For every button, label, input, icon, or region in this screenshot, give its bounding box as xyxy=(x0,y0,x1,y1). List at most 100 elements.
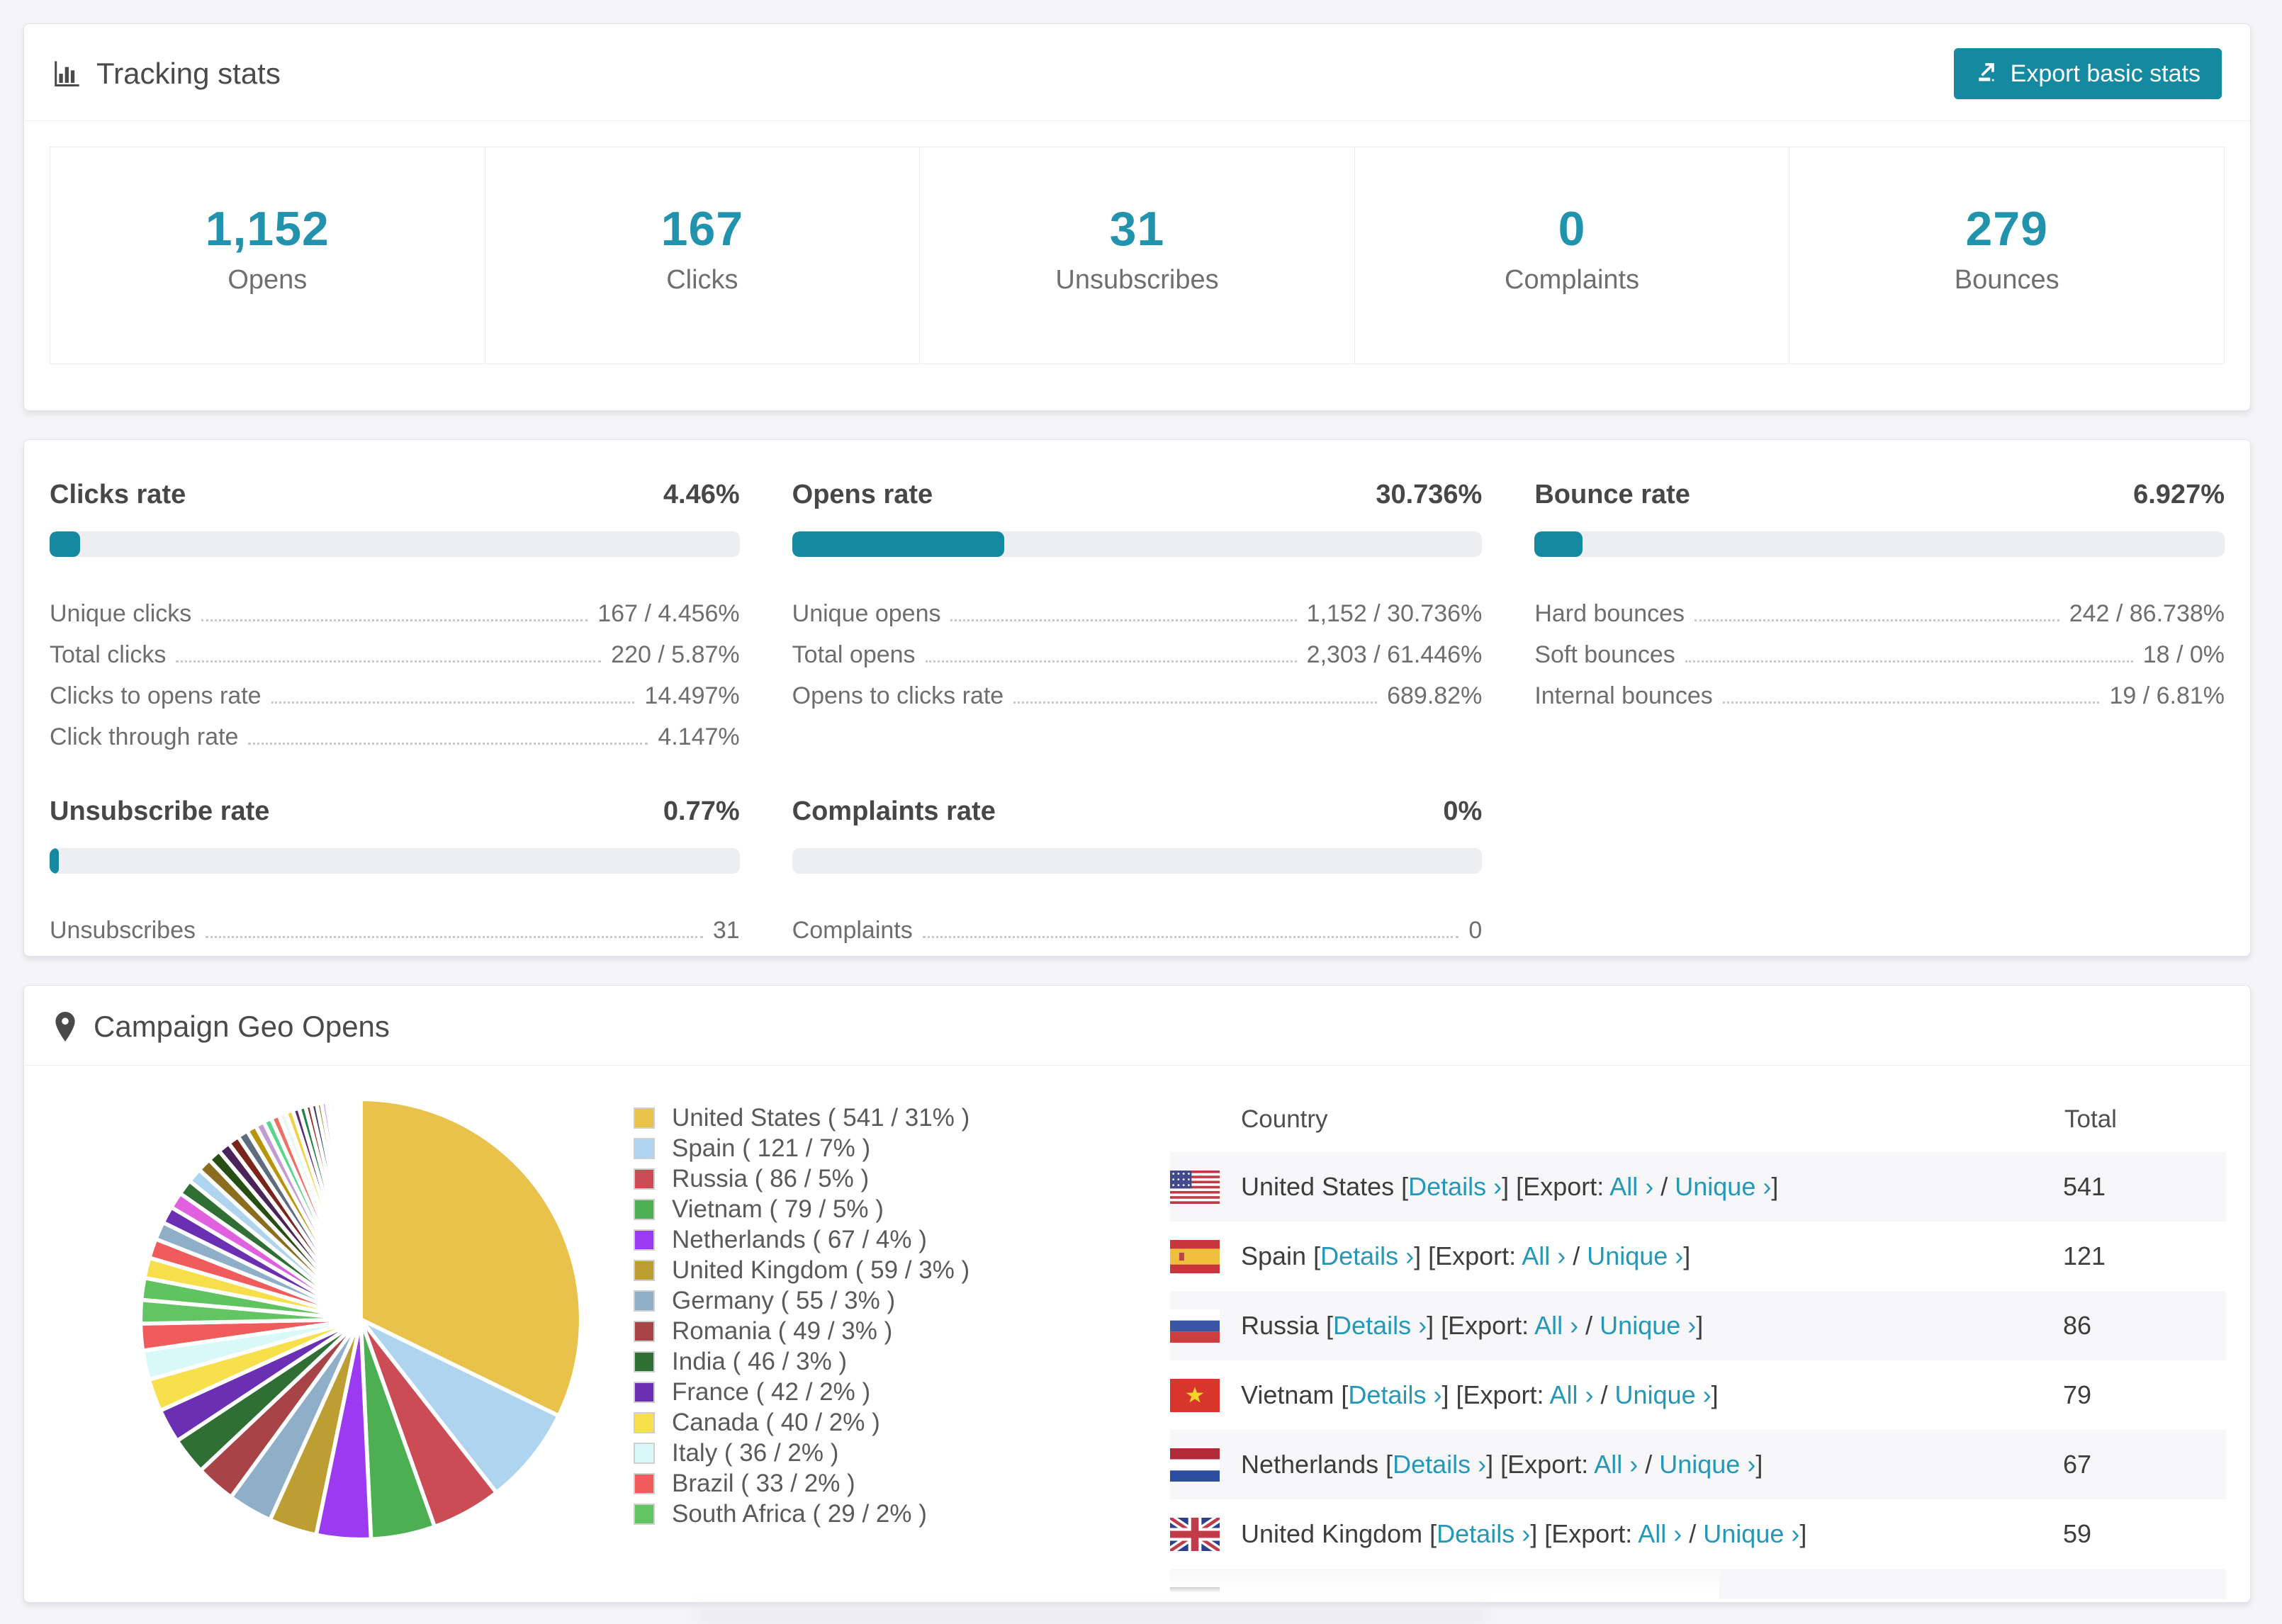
bracket-close-text: ] xyxy=(1683,1241,1691,1270)
legend-label: Spain ( 121 / 7% ) xyxy=(672,1134,871,1162)
total-column-header: Total xyxy=(2064,1105,2117,1133)
legend-label: Canada ( 40 / 2% ) xyxy=(672,1408,880,1436)
stat-value: 167 xyxy=(661,202,744,256)
stat-row-label: Complaints xyxy=(792,917,913,944)
export-all-link[interactable]: All › xyxy=(1522,1241,1566,1270)
country-cell: United Kingdom [Details ›] [Export: All … xyxy=(1241,1519,1806,1549)
bracket-text: ] [Export: xyxy=(1530,1519,1639,1548)
export-unique-link[interactable]: Unique › xyxy=(1659,1450,1756,1479)
country-cell: United States [Details ›] [Export: All ›… xyxy=(1241,1172,1778,1202)
rate-value: 4.46% xyxy=(663,480,740,509)
stat-box-complaints: 0 Complaints xyxy=(1354,147,1789,363)
geo-table: Country Total United States [Details ›] … xyxy=(1170,1087,2226,1599)
details-link[interactable]: Details › xyxy=(1348,1380,1442,1409)
rate-title: Complaints rate xyxy=(792,796,996,826)
dotted-leader xyxy=(1694,619,2059,621)
stat-row-value: 19 / 6.81% xyxy=(2109,682,2225,709)
export-unique-link[interactable]: Unique › xyxy=(1614,1380,1712,1409)
bracket-close-text: ] xyxy=(1755,1450,1763,1479)
legend-item-france: France ( 42 / 2% ) xyxy=(634,1377,1045,1407)
export-unique-link[interactable]: Unique › xyxy=(1587,1241,1684,1270)
table-row-russia: Russia [Details ›] [Export: All › / Uniq… xyxy=(1170,1291,2226,1360)
rate-rows: Complaints 0 xyxy=(792,903,1483,944)
country-cell: Russia [Details ›] [Export: All › / Uniq… xyxy=(1241,1311,1703,1341)
stat-row-value: 0 xyxy=(1468,917,1483,944)
stat-row-label: Click through rate xyxy=(50,723,239,750)
stat-row-click-through-rate: Click through rate 4.147% xyxy=(50,710,740,751)
legend-item-vietnam: Vietnam ( 79 / 5% ) xyxy=(634,1194,1045,1224)
rate-progress-fill xyxy=(50,531,81,557)
country-name: Spain [ xyxy=(1241,1241,1321,1270)
legend-item-italy: Italy ( 36 / 2% ) xyxy=(634,1438,1045,1468)
map-pin-icon xyxy=(52,1011,78,1042)
export-all-link[interactable]: All › xyxy=(1534,1311,1579,1340)
dotted-leader xyxy=(248,743,648,745)
table-row-vietnam: Vietnam [Details ›] [Export: All › / Uni… xyxy=(1170,1360,2226,1430)
table-row-united-kingdom: United Kingdom [Details ›] [Export: All … xyxy=(1170,1499,2226,1569)
tracking-stats-card: Tracking stats Export basic stats 1,152 O… xyxy=(23,23,2251,411)
stat-row-value: 167 / 4.456% xyxy=(597,600,740,627)
details-link[interactable]: Details › xyxy=(1437,1519,1531,1548)
legend-swatch xyxy=(634,1411,655,1433)
details-link[interactable]: Details › xyxy=(1408,1172,1502,1201)
rate-rows: Unsubscribes 31 xyxy=(50,903,740,944)
stat-row-label: Unique clicks xyxy=(50,600,192,627)
export-unique-link[interactable]: Unique › xyxy=(1675,1172,1772,1201)
legend-swatch xyxy=(634,1442,655,1464)
legend-swatch xyxy=(634,1229,655,1251)
slash-text: / xyxy=(1566,1241,1587,1270)
pie-slice-spain xyxy=(359,1317,561,1495)
stat-row-label: Opens to clicks rate xyxy=(792,682,1004,709)
geo-table-header: Country Total xyxy=(1170,1087,2226,1152)
stat-row-value: 18 / 0% xyxy=(2142,641,2225,668)
dotted-leader xyxy=(176,660,602,662)
details-link[interactable]: Details › xyxy=(1393,1450,1487,1479)
legend-label: Germany ( 55 / 3% ) xyxy=(672,1286,896,1314)
legend-label: India ( 46 / 3% ) xyxy=(672,1347,848,1375)
stat-box-clicks: 167 Clicks xyxy=(484,147,920,363)
rate-value: 6.927% xyxy=(2133,480,2225,509)
rate-progress-bar xyxy=(50,848,740,874)
country-name: Vietnam [ xyxy=(1241,1380,1349,1409)
stat-row-unsubscribes: Unsubscribes 31 xyxy=(50,903,740,944)
stat-label: Complaints xyxy=(1505,265,1640,295)
pie-svg xyxy=(138,1097,583,1542)
stat-label: Opens xyxy=(227,265,308,295)
details-link[interactable]: Details › xyxy=(1333,1311,1427,1340)
geo-content: United States ( 541 / 31% ) Spain ( 121 /… xyxy=(24,1066,2250,1599)
export-all-link[interactable]: All › xyxy=(1638,1519,1682,1548)
legend-swatch xyxy=(634,1290,655,1312)
stat-row-value: 14.497% xyxy=(644,682,740,709)
dotted-leader xyxy=(1722,701,2100,704)
rate-value: 0% xyxy=(1443,796,1483,826)
country-name: Netherlands [ xyxy=(1241,1450,1393,1479)
details-link[interactable]: Details › xyxy=(1320,1241,1415,1270)
flag-vn-icon xyxy=(1170,1378,1220,1412)
country-cell: Vietnam [Details ›] [Export: All › / Uni… xyxy=(1241,1380,1719,1410)
export-unique-link[interactable]: Unique › xyxy=(1703,1519,1800,1548)
stat-row-complaints: Complaints 0 xyxy=(792,903,1483,944)
slash-text: / xyxy=(1653,1172,1675,1201)
export-icon xyxy=(1975,59,1999,89)
stat-row-hard-bounces: Hard bounces 242 / 86.738% xyxy=(1534,587,2225,628)
stat-box-bounces: 279 Bounces xyxy=(1789,147,2224,363)
rate-block-bounce-rate: Bounce rate 6.927% Hard bounces 242 / 86.73… xyxy=(1534,480,2225,710)
stat-row-clicks-to-opens-rate: Clicks to opens rate 14.497% xyxy=(50,669,740,710)
rate-title-row: Opens rate 30.736% xyxy=(792,480,1483,510)
rates-grid: Clicks rate 4.46% Unique clicks 167 / 4.456… xyxy=(24,440,2250,994)
legend-label: Brazil ( 33 / 2% ) xyxy=(672,1469,855,1497)
legend-item-brazil: Brazil ( 33 / 2% ) xyxy=(634,1468,1045,1499)
stat-row-unique-clicks: Unique clicks 167 / 4.456% xyxy=(50,587,740,628)
rate-title-row: Complaints rate 0% xyxy=(792,796,1483,827)
flag-gb-icon xyxy=(1170,1517,1220,1551)
total-cell: 79 xyxy=(2063,1380,2092,1409)
dotted-leader xyxy=(271,701,635,704)
legend-label: Romania ( 49 / 3% ) xyxy=(672,1316,893,1345)
export-all-link[interactable]: All › xyxy=(1549,1380,1594,1409)
export-all-link[interactable]: All › xyxy=(1594,1450,1639,1479)
legend-item-india: India ( 46 / 3% ) xyxy=(634,1346,1045,1377)
export-basic-stats-button[interactable]: Export basic stats xyxy=(1953,48,2222,99)
export-all-link[interactable]: All › xyxy=(1609,1172,1654,1201)
rate-progress-fill xyxy=(792,531,1004,557)
export-unique-link[interactable]: Unique › xyxy=(1600,1311,1697,1340)
